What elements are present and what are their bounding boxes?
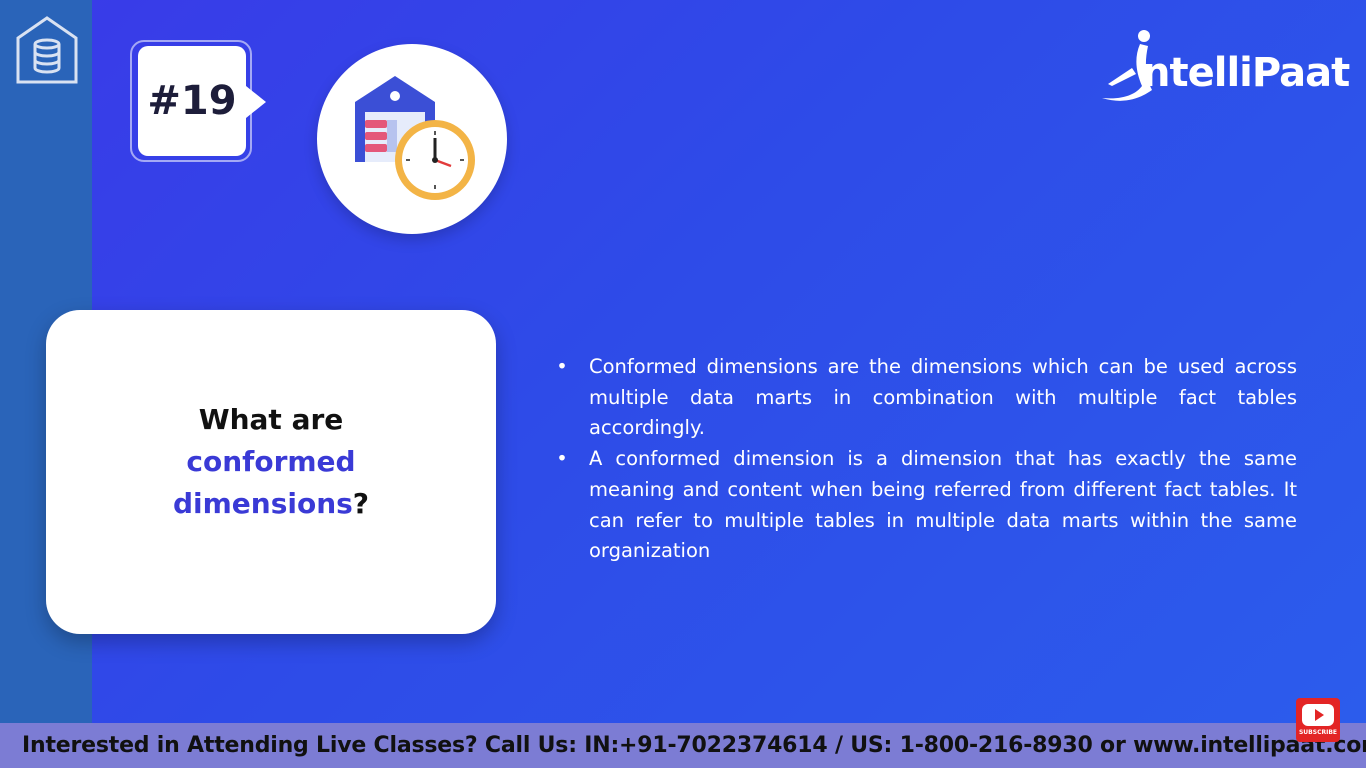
question-prefix: What are (198, 403, 344, 436)
question-suffix: ? (352, 487, 370, 520)
topic-icon-circle (317, 44, 507, 234)
answer-list: • Conformed dimensions are the dimensions… (555, 352, 1297, 567)
answer-point: • A conformed dimension is a dimension th… (555, 444, 1297, 567)
answer-point-text: A conformed dimension is a dimension tha… (589, 447, 1297, 563)
database-icon (16, 16, 78, 84)
question-highlight: conformed dimensions (172, 445, 356, 520)
question-card: What are conformed dimensions? (46, 310, 496, 634)
subscribe-label: SUBSCRIBE (1298, 729, 1337, 736)
footer-banner: Interested in Attending Live Classes? Ca… (0, 723, 1366, 768)
bullet-icon: • (556, 447, 568, 471)
answer-point-text: Conformed dimensions are the dimensions … (589, 355, 1297, 440)
logo-wordmark: ntelliPaat (1142, 50, 1350, 96)
play-icon (1315, 709, 1324, 721)
youtube-subscribe-icon[interactable]: SUBSCRIBE (1296, 698, 1340, 742)
question-text: What are conformed dimensions? (111, 399, 431, 525)
intellipaat-logo-icon (1102, 30, 1152, 101)
answer-point: • Conformed dimensions are the dimensions… (555, 352, 1297, 444)
badge-arrow-icon (246, 86, 266, 118)
footer-contact-text: Interested in Attending Live Classes? Ca… (22, 733, 1366, 758)
question-number: #19 (138, 46, 246, 156)
bullet-icon: • (556, 355, 568, 378)
warehouse-clock-icon (355, 76, 475, 200)
